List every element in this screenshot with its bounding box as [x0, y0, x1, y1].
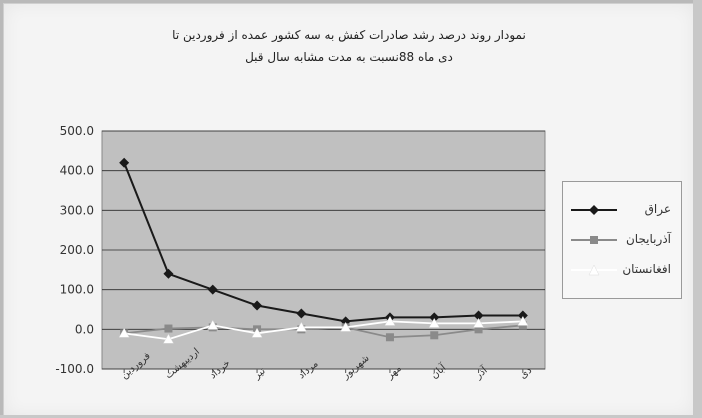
data-point	[385, 333, 394, 342]
data-point	[296, 308, 307, 319]
data-point	[517, 315, 529, 326]
data-point	[252, 300, 263, 311]
chart-title: نمودار روند درصد رشد صادرات کفش به سه کش…	[4, 24, 694, 68]
data-point	[207, 319, 219, 330]
data-point	[430, 331, 439, 340]
data-point	[384, 315, 396, 326]
legend-item-azerbaijan: آذربایجان	[563, 230, 681, 250]
data-point	[163, 333, 174, 344]
legend-swatch-azerbaijan	[571, 236, 617, 244]
data-point	[473, 317, 484, 328]
data-point	[118, 327, 130, 338]
legend-swatch-afghanistan	[571, 264, 617, 276]
data-point	[207, 284, 218, 295]
legend-swatch-iraq	[571, 205, 617, 215]
chart-title-line-2: دی ماه 88نسبت به مدت مشابه سال قبل	[245, 50, 453, 64]
data-point	[251, 327, 263, 338]
legend-item-afghanistan: افغانستان	[563, 260, 681, 280]
background-edge-bottom	[0, 415, 702, 418]
y-tick-label: 0.0	[75, 322, 94, 336]
legend-label-afghanistan: افغانستان	[622, 262, 671, 276]
y-tick-label: 100.0	[60, 283, 94, 297]
data-point	[428, 317, 440, 328]
data-point	[429, 312, 440, 323]
background-edge	[693, 0, 702, 418]
chart-title-line-1: نمودار روند درصد رشد صادرات کفش به سه کش…	[172, 28, 526, 42]
y-tick-label: -100.0	[55, 362, 94, 376]
legend-item-iraq: عراق	[563, 200, 681, 220]
legend-label-iraq: عراق	[644, 202, 671, 216]
y-tick-label: 400.0	[60, 164, 94, 178]
y-tick-label: 200.0	[60, 243, 94, 257]
series-line	[124, 320, 523, 341]
data-point	[473, 310, 484, 321]
chart-legend: عراق آذربایجان افغانستان	[562, 181, 682, 299]
data-point	[474, 325, 483, 334]
data-point	[119, 157, 130, 168]
data-point	[340, 321, 352, 332]
legend-label-azerbaijan: آذربایجان	[625, 232, 671, 246]
data-point	[295, 321, 307, 332]
data-point	[517, 310, 528, 321]
series-line	[123, 162, 523, 323]
data-point	[163, 268, 174, 279]
y-tick-label: 500.0	[60, 124, 94, 138]
series-line	[124, 324, 523, 339]
data-point	[164, 324, 173, 333]
y-tick-label: 300.0	[60, 203, 94, 217]
